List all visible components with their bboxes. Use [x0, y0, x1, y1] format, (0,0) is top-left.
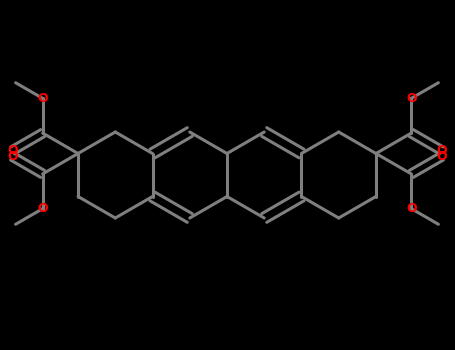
Text: O: O [37, 92, 48, 105]
Text: O: O [436, 150, 447, 163]
Text: O: O [37, 202, 48, 215]
Text: O: O [436, 144, 447, 157]
Text: O: O [406, 92, 417, 105]
Text: O: O [7, 144, 18, 157]
Text: O: O [406, 202, 417, 215]
Text: O: O [7, 150, 18, 163]
